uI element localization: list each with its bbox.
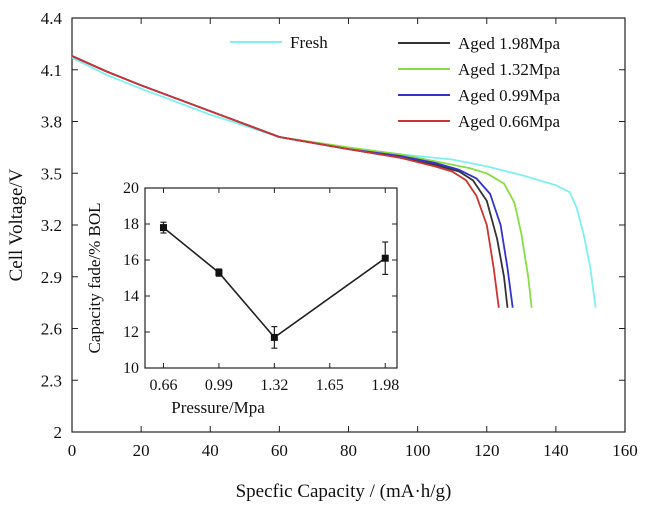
y-tick-label: 4.4: [41, 9, 63, 28]
inset-background: [80, 175, 405, 420]
inset-y-tick-label: 16: [123, 252, 139, 269]
y-tick-label: 3.5: [41, 164, 62, 183]
x-tick-label: 60: [271, 441, 288, 460]
inset-x-tick-label: 1.98: [371, 377, 399, 394]
inset-plot-frame: [144, 187, 398, 369]
inset-y-tick-label: 10: [123, 360, 139, 377]
x-tick-label: 20: [133, 441, 150, 460]
y-tick-label: 2: [54, 423, 63, 442]
legend-label: Aged 1.98Mpa: [458, 34, 560, 53]
inset-y-tick-label: 20: [123, 180, 139, 197]
y-tick-label: 2.6: [41, 320, 62, 339]
x-tick-label: 80: [340, 441, 357, 460]
series-line-0: [71, 56, 597, 308]
legend-label: Fresh: [290, 33, 328, 52]
y-axis-label: Cell Voltage/V: [6, 168, 27, 281]
legend-label: Aged 1.32Mpa: [458, 60, 560, 79]
y-tick-label: 2.3: [41, 371, 62, 390]
series-line-4: [71, 55, 500, 308]
inset-y-tick-label: 12: [123, 324, 139, 341]
x-tick-label: 100: [405, 441, 431, 460]
x-tick-label: 160: [612, 441, 638, 460]
y-tick-label: 4.1: [41, 61, 62, 80]
inset-x-tick-label: 0.99: [205, 377, 233, 394]
inset-y-tick-label: 18: [123, 216, 139, 233]
legend-label: Aged 0.99Mpa: [458, 86, 560, 105]
inset-x-tick-label: 0.66: [149, 377, 177, 394]
x-tick-label: 40: [202, 441, 219, 460]
inset-x-tick-label: 1.32: [260, 377, 288, 394]
inset-data-point: [270, 333, 278, 341]
legend-label: Aged 0.66Mpa: [458, 112, 560, 131]
y-tick-label: 3.2: [41, 216, 62, 235]
x-axis-label: Specfic Capacity / (mA·h/g): [236, 481, 452, 502]
inset-x-tick-label: 1.65: [316, 377, 344, 394]
inset-x-axis-label: Pressure/Mpa: [171, 398, 265, 417]
inset-y-tick-label: 14: [123, 288, 139, 305]
inset-y-axis-label: Capacity fade/% BOL: [85, 202, 104, 353]
y-tick-label: 3.8: [41, 113, 62, 132]
inset-data-point: [215, 269, 223, 277]
x-tick-label: 140: [543, 441, 569, 460]
inset-data-point: [159, 224, 167, 232]
x-tick-label: 0: [68, 441, 77, 460]
y-tick-label: 2.9: [41, 268, 62, 287]
inset-data-point: [381, 254, 389, 262]
inset-series-line: [162, 226, 386, 339]
x-tick-label: 120: [474, 441, 500, 460]
